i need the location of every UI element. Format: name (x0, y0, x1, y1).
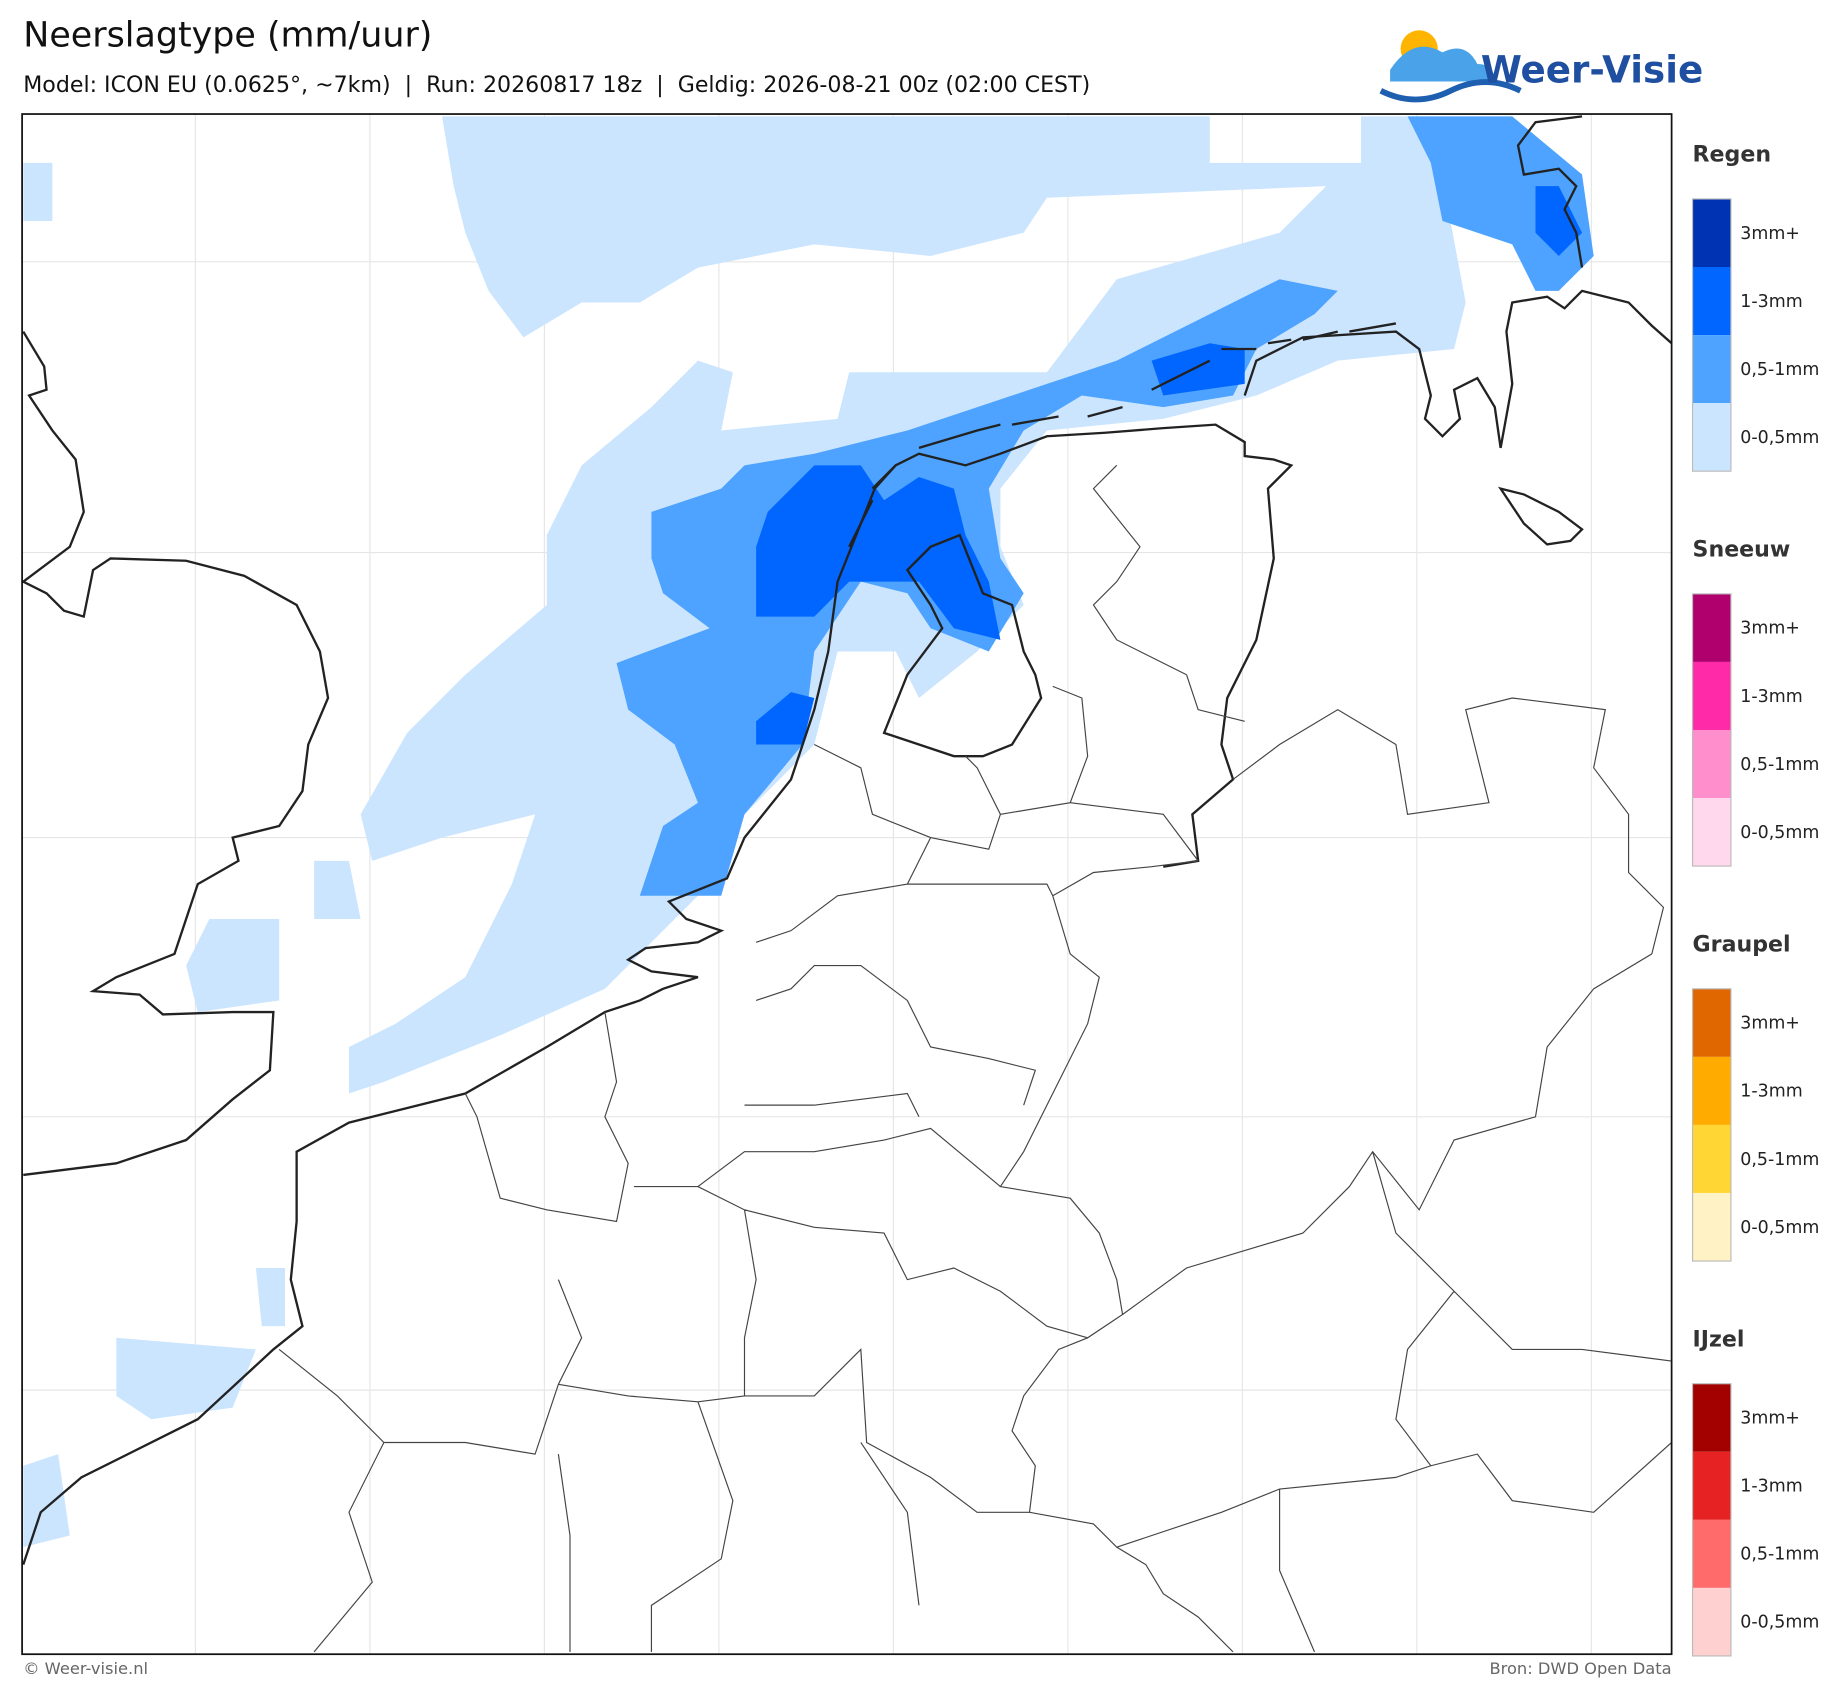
legend-label: 3mm+ (1740, 1409, 1800, 1429)
legend-swatch (1692, 267, 1731, 336)
legend-frame (1691, 593, 1732, 867)
legend-swatch (1692, 729, 1731, 799)
map (21, 113, 1673, 1656)
legend-swatch (1692, 335, 1731, 404)
precipitation (23, 116, 1594, 1548)
map-grid (22, 114, 1672, 1655)
legend-swatch (1692, 1192, 1731, 1262)
legend-title: IJzel (1693, 1327, 1745, 1353)
legend-frame (1691, 198, 1732, 472)
legend-label: 0-0,5mm (1740, 1218, 1819, 1238)
legend-label: 1-3mm (1740, 687, 1802, 707)
legend-swatch (1692, 661, 1731, 730)
coastlines (21, 115, 1673, 1566)
title: Neerslagtype (mm/uur) (23, 16, 432, 56)
legend-title: Sneeuw (1693, 537, 1791, 563)
legend-swatch (1692, 1383, 1731, 1452)
legend-label: 0,5-1mm (1740, 360, 1819, 380)
legend-swatch (1692, 1124, 1731, 1193)
legend-swatch (1692, 988, 1731, 1057)
footer-left: © Weer-visie.nl (23, 1659, 148, 1678)
legend-label: 3mm+ (1740, 619, 1800, 639)
legend-label: 1-3mm (1740, 1477, 1802, 1497)
legend-swatch (1692, 1587, 1731, 1656)
legend-label: 3mm+ (1740, 224, 1800, 244)
legend-label: 0-0,5mm (1740, 428, 1819, 448)
legend-label: 0,5-1mm (1740, 1150, 1819, 1170)
legend-frame (1691, 1383, 1732, 1657)
legend-label: 1-3mm (1740, 1082, 1802, 1102)
legend-swatch (1692, 593, 1731, 662)
legend-label: 0-0,5mm (1740, 823, 1819, 843)
logo: Weer-Visie (1379, 30, 1703, 103)
legend-label: 0,5-1mm (1740, 755, 1819, 775)
legend-title: Graupel (1693, 932, 1791, 958)
legend-swatch (1692, 198, 1731, 268)
legend-label: 0-0,5mm (1740, 1613, 1819, 1633)
legend-label: 3mm+ (1740, 1014, 1800, 1034)
footer-right: Bron: DWD Open Data (1489, 1659, 1671, 1678)
legend-swatch (1692, 1451, 1731, 1520)
legend-swatch (1692, 403, 1731, 472)
legend-swatch (1692, 1519, 1731, 1588)
borders (278, 464, 1673, 1653)
legend-label: 1-3mm (1740, 292, 1802, 312)
legend-swatch (1692, 798, 1731, 867)
logo-text: Weer-Visie (1481, 48, 1703, 92)
legend-swatch (1692, 1056, 1731, 1125)
legend: Regen 3mm+ 1-3mm 0,5-1mm 0-0,5mm Sneeuw 3mm+ 1-… (1691, 142, 1819, 1657)
legend-label: 0,5-1mm (1740, 1545, 1819, 1565)
subtitle: Model: ICON EU (0.0625°, ~7km) | Run: 20… (23, 72, 1090, 98)
legend-frame (1691, 988, 1732, 1262)
legend-title: Regen (1693, 142, 1772, 168)
